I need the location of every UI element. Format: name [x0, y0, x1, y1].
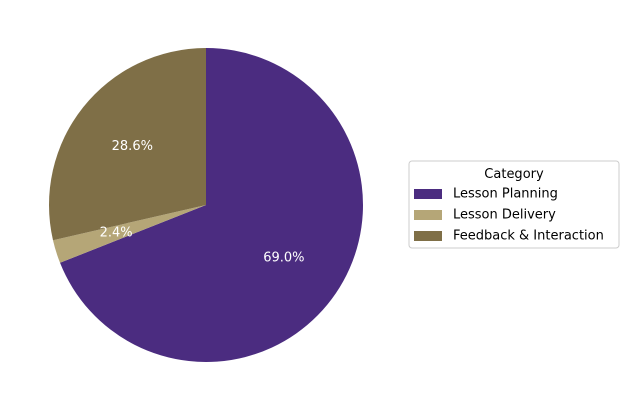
- legend-frame: [408, 160, 620, 249]
- slice-label-lesson-delivery: 2.4%: [100, 226, 133, 241]
- pie-slices: [48, 48, 364, 362]
- legend-swatch-lesson-planning: [414, 189, 442, 199]
- legend-items: Lesson Planning Lesson Delivery Feedback &…: [414, 187, 604, 244]
- pie-slice-feedback-interaction: [48, 48, 206, 241]
- pie-slice-labels: 69.0% 2.4% 28.6%: [100, 139, 305, 266]
- chart-legend: Category Lesson Planning Lesson Delivery F…: [408, 160, 620, 249]
- legend-swatch-lesson-delivery: [414, 210, 442, 220]
- slice-label-feedback-interaction: 28.6%: [112, 139, 153, 154]
- slice-label-lesson-planning: 69.0%: [263, 250, 304, 265]
- legend-title: Category: [484, 167, 544, 182]
- legend-label-feedback-interaction: Feedback & Interaction: [453, 229, 604, 244]
- legend-label-lesson-delivery: Lesson Delivery: [453, 208, 556, 223]
- legend-label-lesson-planning: Lesson Planning: [453, 187, 558, 202]
- legend-swatch-feedback-interaction: [414, 231, 442, 241]
- pie-slice-lesson-planning: [60, 48, 364, 362]
- pie-slice-lesson-delivery: [52, 205, 206, 263]
